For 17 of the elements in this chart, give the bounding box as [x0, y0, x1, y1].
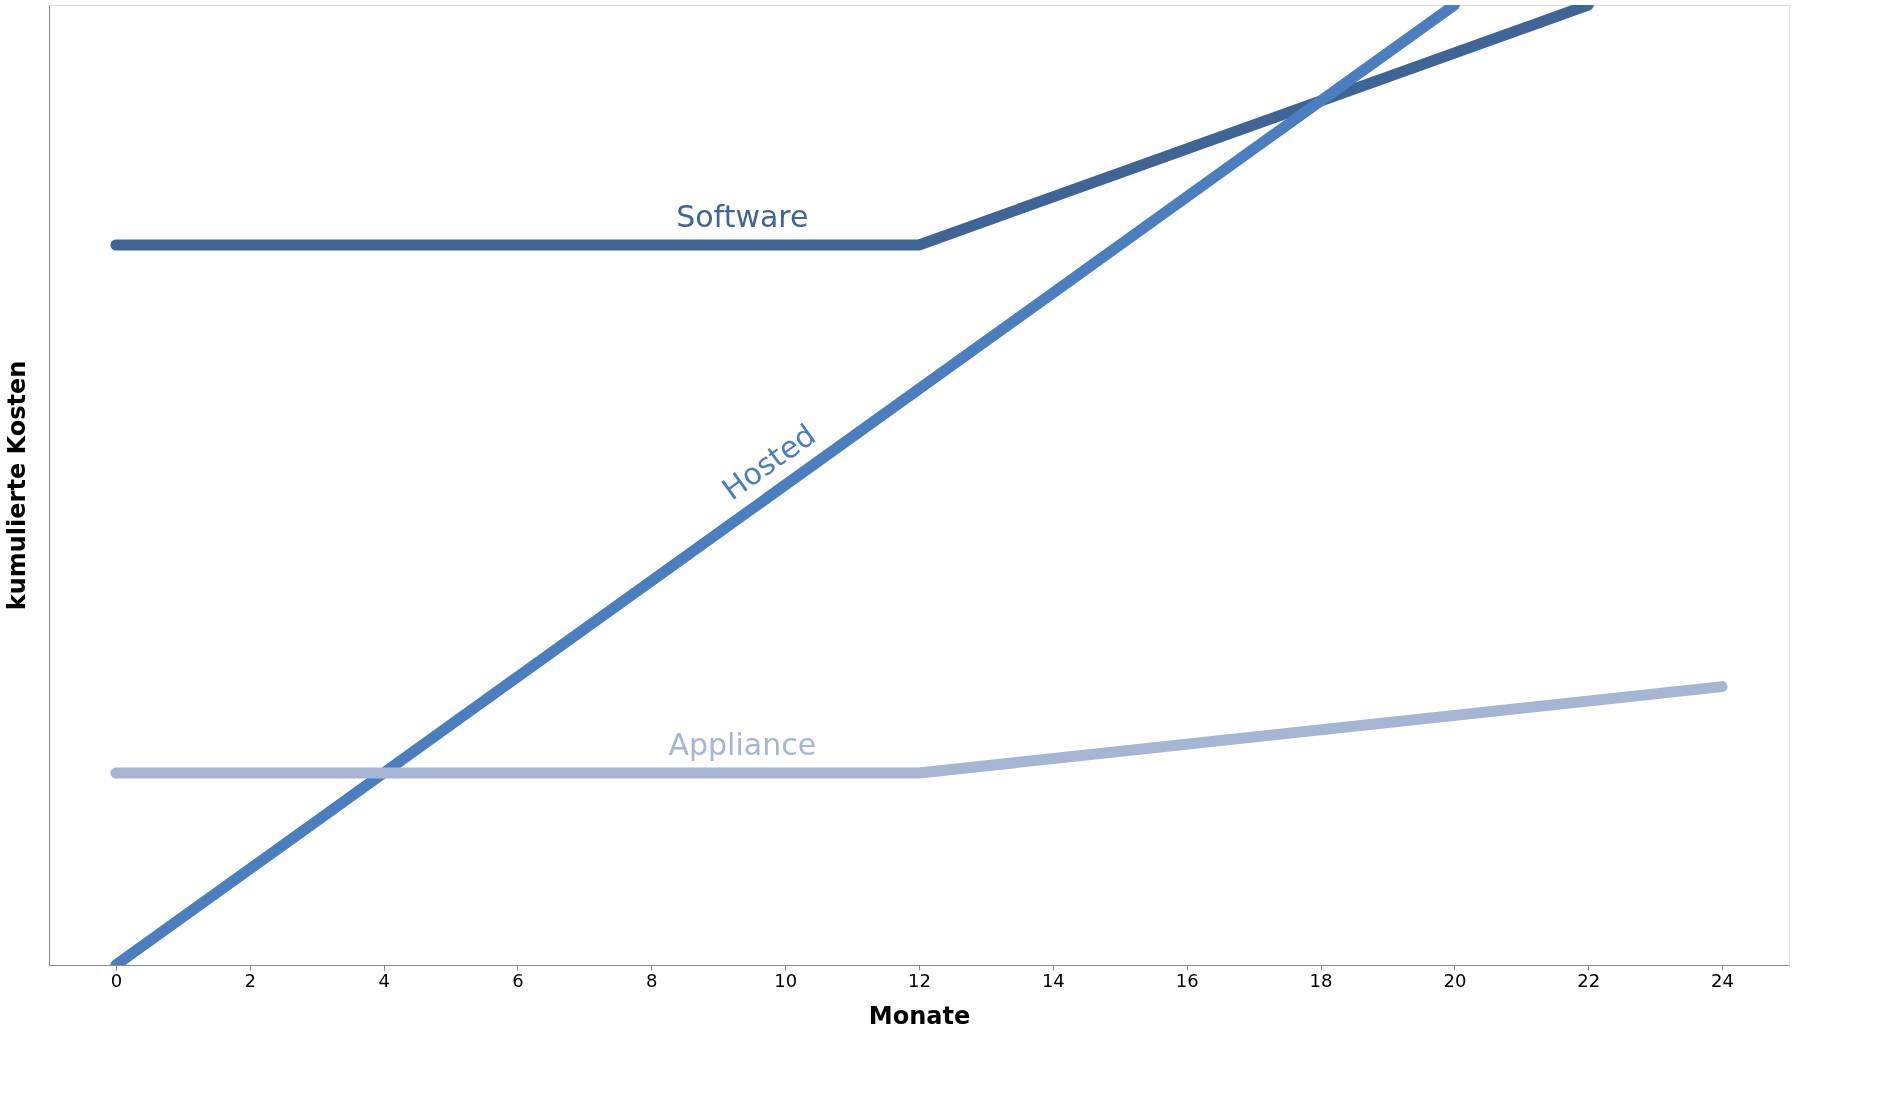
x-tick-label: 4 [378, 969, 390, 991]
y-axis-title: kumulierte Kosten [2, 360, 31, 611]
series-label: Software [676, 199, 809, 234]
x-tick-label: 12 [908, 969, 931, 991]
x-tick-label: 18 [1309, 969, 1333, 991]
x-tick-label: 2 [244, 969, 256, 991]
x-axis-title: Monate [868, 1001, 971, 1030]
x-tick-label: 10 [774, 969, 798, 991]
series-label: Appliance [668, 727, 817, 762]
x-tick-label: 22 [1577, 969, 1601, 991]
x-tick-label: 8 [646, 969, 658, 991]
x-tick-label: 14 [1041, 969, 1065, 991]
x-tick-label: 24 [1711, 969, 1735, 991]
x-tick-label: 20 [1443, 969, 1467, 991]
x-tick-label: 0 [110, 969, 123, 991]
x-tick-label: 16 [1175, 969, 1199, 991]
x-tick-label: 6 [512, 969, 524, 991]
